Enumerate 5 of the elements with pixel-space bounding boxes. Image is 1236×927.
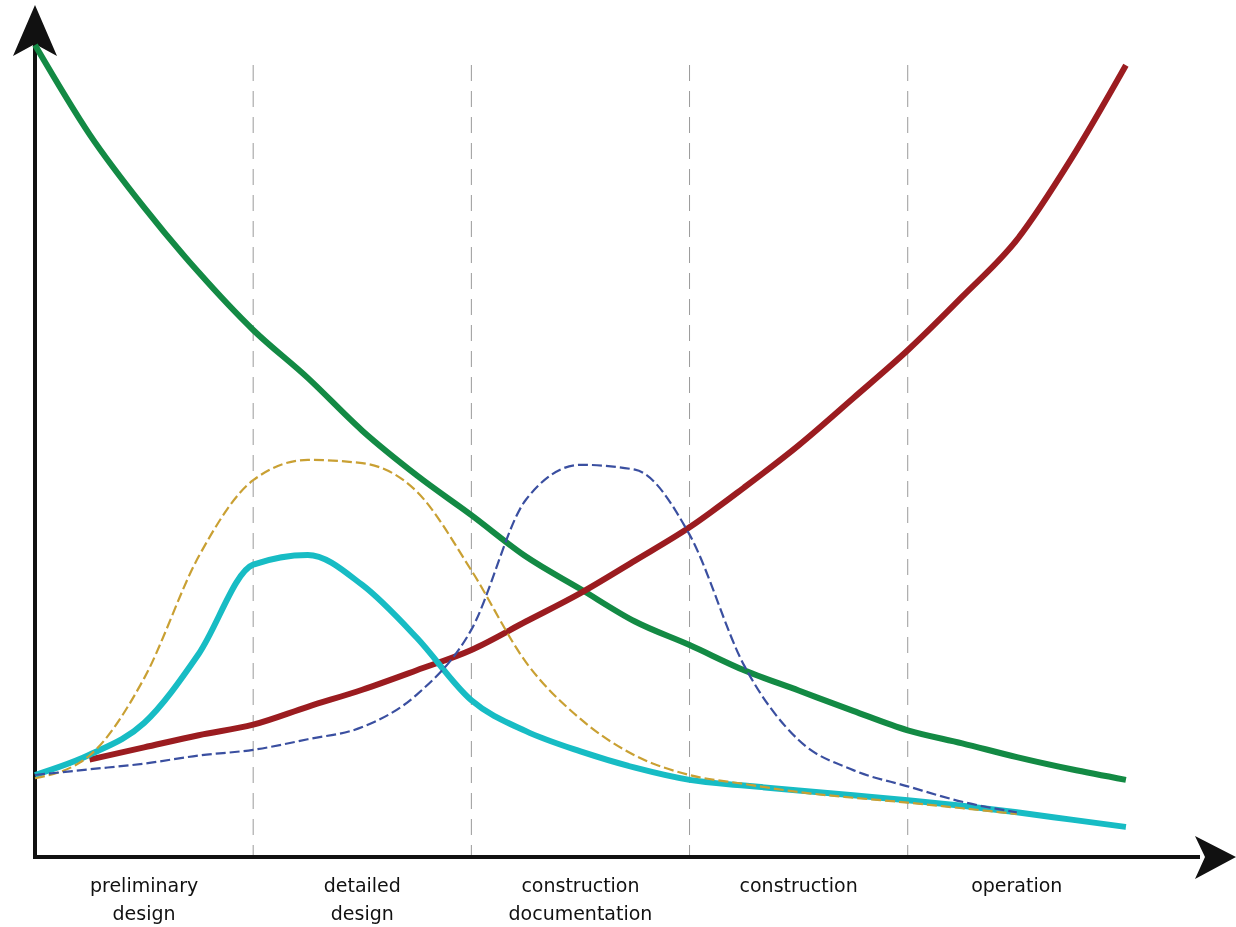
x-tick-label: construction documentation bbox=[508, 874, 653, 924]
x-tick-label: detailed design bbox=[323, 874, 401, 924]
x-tick-label: construction bbox=[739, 874, 858, 896]
x-tick-label: operation bbox=[971, 874, 1063, 896]
x-tick-label: preliminary design bbox=[89, 874, 199, 924]
